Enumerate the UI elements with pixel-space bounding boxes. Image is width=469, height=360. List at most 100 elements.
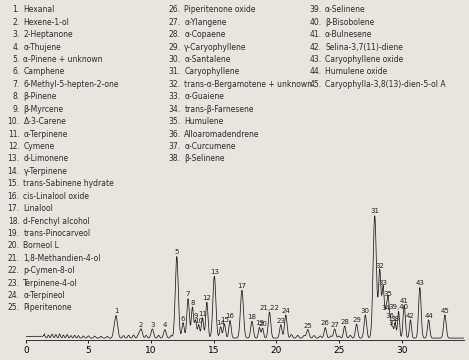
- Text: 6-Methyl-5-hepten-2-one: 6-Methyl-5-hepten-2-one: [23, 80, 119, 89]
- Text: 37: 37: [388, 320, 397, 326]
- Text: Piperitenone: Piperitenone: [23, 303, 72, 312]
- Text: 41: 41: [400, 298, 408, 304]
- Text: 14: 14: [216, 320, 225, 326]
- Text: 8: 8: [190, 300, 195, 306]
- Text: α-Ylangene: α-Ylangene: [184, 18, 227, 27]
- Text: 24: 24: [281, 308, 290, 314]
- Text: γ-Caryophyllene: γ-Caryophyllene: [184, 43, 247, 52]
- Text: 15.: 15.: [8, 179, 20, 188]
- Text: 1.: 1.: [13, 5, 20, 14]
- Text: 12.: 12.: [8, 142, 20, 151]
- Text: Humulene oxide: Humulene oxide: [325, 68, 387, 77]
- Text: 10.: 10.: [8, 117, 20, 126]
- Text: trans-α-Bergamotene + unknown: trans-α-Bergamotene + unknown: [184, 80, 312, 89]
- Text: trans-Pinocarveol: trans-Pinocarveol: [23, 229, 91, 238]
- Text: 45.: 45.: [309, 80, 321, 89]
- Text: 20: 20: [258, 321, 267, 327]
- Text: 37.: 37.: [168, 142, 181, 151]
- Text: 15: 15: [220, 317, 229, 323]
- Text: 16.: 16.: [8, 192, 20, 201]
- Text: α-Pinene + unknown: α-Pinene + unknown: [23, 55, 103, 64]
- Text: Caryophylla-3,8(13)-dien-5-ol A: Caryophylla-3,8(13)-dien-5-ol A: [325, 80, 446, 89]
- Text: 2.: 2.: [13, 18, 20, 27]
- Text: 43.: 43.: [309, 55, 321, 64]
- Text: 29: 29: [352, 317, 361, 323]
- Text: 42.: 42.: [309, 43, 321, 52]
- Text: 30.: 30.: [168, 55, 181, 64]
- Text: 19: 19: [255, 320, 264, 327]
- Text: Selina-3,7(11)-diene: Selina-3,7(11)-diene: [325, 43, 403, 52]
- Text: 38.: 38.: [168, 154, 181, 163]
- Text: α-Curcumene: α-Curcumene: [184, 142, 236, 151]
- Text: 11: 11: [198, 311, 207, 316]
- Text: 29.: 29.: [168, 43, 181, 52]
- Text: γ-Terpinene: γ-Terpinene: [23, 167, 68, 176]
- Text: α-Guaiene: α-Guaiene: [184, 93, 224, 102]
- Text: 39.: 39.: [309, 5, 321, 14]
- Text: 7: 7: [186, 291, 190, 297]
- Text: 2: 2: [139, 322, 143, 328]
- Text: 13.: 13.: [8, 154, 20, 163]
- Text: α-Copaene: α-Copaene: [184, 30, 226, 39]
- Text: 26: 26: [321, 320, 330, 327]
- Text: 28.: 28.: [169, 30, 181, 39]
- Text: Piperitenone oxide: Piperitenone oxide: [184, 5, 256, 14]
- Text: 1: 1: [114, 309, 118, 315]
- Text: d-Limonene: d-Limonene: [23, 154, 68, 163]
- Text: Humulene: Humulene: [184, 117, 224, 126]
- Text: 30: 30: [361, 308, 370, 314]
- Text: 1,8-Methandien-4-ol: 1,8-Methandien-4-ol: [23, 254, 101, 263]
- Text: 17: 17: [237, 283, 246, 289]
- Text: Terpinene-4-ol: Terpinene-4-ol: [23, 279, 78, 288]
- Text: 20.: 20.: [8, 242, 20, 251]
- Text: Δ-3-Carene: Δ-3-Carene: [23, 117, 66, 126]
- Text: 5: 5: [174, 249, 179, 255]
- Text: 25: 25: [303, 323, 312, 329]
- Text: 42: 42: [406, 313, 415, 319]
- Text: 7.: 7.: [13, 80, 20, 89]
- Text: 31: 31: [370, 208, 379, 215]
- Text: 14.: 14.: [8, 167, 20, 176]
- Text: d-Fenchyl alcohol: d-Fenchyl alcohol: [23, 217, 90, 225]
- Text: 34.: 34.: [168, 105, 181, 114]
- Text: 9.: 9.: [13, 105, 20, 114]
- Text: 21.: 21.: [8, 254, 20, 263]
- Text: 34: 34: [382, 305, 390, 311]
- Text: Caryophyllene: Caryophyllene: [184, 68, 240, 77]
- Text: 45: 45: [440, 308, 449, 314]
- Text: trans-Sabinene hydrate: trans-Sabinene hydrate: [23, 179, 114, 188]
- Text: 13: 13: [210, 269, 219, 275]
- Text: 6.: 6.: [13, 68, 20, 77]
- Text: 33.: 33.: [168, 93, 181, 102]
- Text: Hexanal: Hexanal: [23, 5, 55, 14]
- Text: 32: 32: [375, 263, 384, 269]
- Text: 40.: 40.: [309, 18, 321, 27]
- Text: 11.: 11.: [8, 130, 20, 139]
- Text: 4: 4: [163, 323, 167, 328]
- Text: 4.: 4.: [13, 43, 20, 52]
- Text: 44: 44: [424, 313, 433, 319]
- Text: Hexene-1-ol: Hexene-1-ol: [23, 18, 69, 27]
- Text: α-Bulnesene: α-Bulnesene: [325, 30, 372, 39]
- Text: β-Selinene: β-Selinene: [184, 154, 225, 163]
- Text: 32.: 32.: [168, 80, 181, 89]
- Text: 27: 27: [330, 322, 339, 328]
- Text: 26.: 26.: [168, 5, 181, 14]
- Text: 25.: 25.: [8, 303, 20, 312]
- Text: 35.: 35.: [168, 117, 181, 126]
- Text: 16: 16: [226, 314, 234, 319]
- Text: 31.: 31.: [168, 68, 181, 77]
- Text: Camphene: Camphene: [23, 68, 65, 77]
- Text: Linalool: Linalool: [23, 204, 53, 213]
- Text: 35: 35: [384, 291, 393, 297]
- Text: Alloaromadendrene: Alloaromadendrene: [184, 130, 260, 139]
- Text: 22.: 22.: [8, 266, 20, 275]
- Text: 23.: 23.: [8, 279, 20, 288]
- Text: 44.: 44.: [309, 68, 321, 77]
- Text: β-Pinene: β-Pinene: [23, 93, 57, 102]
- Text: 5.: 5.: [13, 55, 20, 64]
- Text: 39,40: 39,40: [388, 304, 408, 310]
- Text: 36.: 36.: [168, 130, 181, 139]
- Text: 18.: 18.: [8, 217, 20, 225]
- Text: 33: 33: [378, 280, 387, 286]
